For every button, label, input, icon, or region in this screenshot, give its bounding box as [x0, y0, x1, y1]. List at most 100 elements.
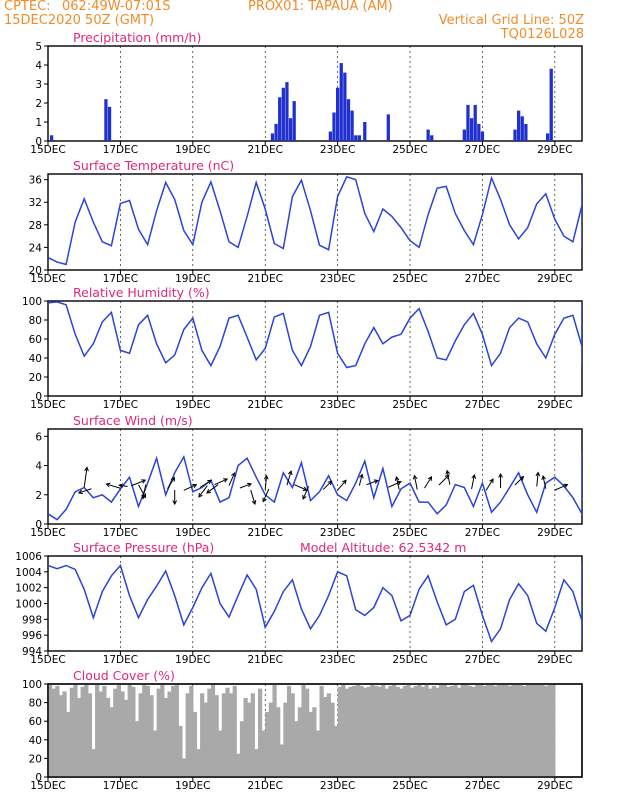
- cloud-bar: [493, 685, 498, 777]
- panel-1: 0 1 2 3 4 5 15DEC 17DEC 19DEC 21DEC 23DEC 25DEC 27DE…: [30, 30, 583, 156]
- precip-bar: [346, 99, 351, 141]
- wind-arrow: [228, 472, 236, 486]
- cloud-bar: [283, 702, 288, 777]
- cloud-bar: [435, 687, 440, 777]
- cloud-bar: [210, 684, 216, 777]
- wind-arrow: [554, 483, 569, 491]
- wind-arrow: [438, 474, 450, 486]
- cloud-bar: [290, 693, 295, 777]
- panel-4: 0 2 4 6 15DEC 17DEC 19DEC 21DEC 23DEC 25DEC 27DEC 2…: [30, 413, 583, 539]
- cloud-bar: [98, 691, 103, 777]
- cloud-bar: [91, 749, 96, 777]
- cloud-bar: [446, 686, 451, 777]
- header-date: 15DEC2020 50Z (GMT): [4, 13, 155, 28]
- x-tick-label: 25DEC: [392, 399, 427, 411]
- wind-arrow: [471, 473, 477, 490]
- cloud-bar: [381, 684, 386, 777]
- wind-arrow: [198, 485, 208, 498]
- cloud-bar: [66, 711, 71, 777]
- y-tick-label: 60: [29, 334, 42, 346]
- x-tick-label: 29DEC: [537, 144, 572, 156]
- cloud-bar: [203, 702, 208, 777]
- cloud-bar: [308, 711, 313, 777]
- cloud-bar: [370, 684, 375, 777]
- cloud-bar: [62, 691, 67, 777]
- x-tick-label: 17DEC: [103, 399, 138, 411]
- y-tick-label: 40: [29, 353, 42, 365]
- precip-bar: [466, 104, 470, 141]
- y-tick-label: 1: [35, 117, 42, 129]
- plot-frame: [47, 555, 583, 652]
- cloud-bar: [178, 725, 183, 777]
- x-tick-label: 17DEC: [103, 273, 138, 285]
- precip-bar: [343, 72, 347, 141]
- wind-arrow: [131, 479, 147, 487]
- panel-title: Precipitation (mm/h): [73, 30, 201, 45]
- wind-arrow: [183, 483, 198, 491]
- cloud-bar: [152, 730, 158, 777]
- wind-arrow: [263, 474, 269, 490]
- cloud-bar: [171, 685, 176, 777]
- x-tick-label: 15DEC: [30, 273, 65, 285]
- series-line: [48, 301, 582, 369]
- wind-arrow: [214, 478, 229, 486]
- y-tick-label: 20: [29, 753, 42, 765]
- x-tick-label: 27DEC: [465, 399, 500, 411]
- wind-arrow: [514, 475, 525, 486]
- cloud-bar: [239, 721, 245, 777]
- wind-arrow: [199, 479, 213, 488]
- y-tick-label: 1004: [15, 567, 42, 579]
- cloud-bar: [113, 688, 118, 777]
- cloud-bar: [453, 684, 458, 777]
- cloud-bar: [102, 685, 107, 777]
- cloud-bar: [116, 684, 122, 777]
- wind-arrow: [262, 488, 270, 503]
- wind-arrow: [445, 469, 451, 485]
- x-tick-label: 19DEC: [175, 273, 210, 285]
- wind-arrow: [358, 473, 364, 486]
- precip-bar: [292, 101, 296, 141]
- cloud-bar: [243, 697, 248, 777]
- x-tick-label: 15DEC: [30, 144, 65, 156]
- cloud-bar: [221, 693, 226, 777]
- x-tick-label: 17DEC: [103, 654, 138, 666]
- x-tick-label: 23DEC: [320, 654, 355, 666]
- x-tick-label: 29DEC: [537, 399, 572, 411]
- cloud-bar: [73, 684, 78, 777]
- cloud-bar: [330, 702, 335, 777]
- wind-arrow: [394, 475, 400, 490]
- x-tick-label: 29DEC: [537, 654, 572, 666]
- panel-title: Surface Wind (m/s): [73, 413, 193, 428]
- cloud-bar: [247, 702, 252, 777]
- cloud-bar: [185, 693, 190, 777]
- cloud-bar: [395, 686, 400, 777]
- x-tick-label: 15DEC: [30, 780, 65, 792]
- cloud-bar: [431, 685, 436, 777]
- y-tick-label: 994: [22, 646, 42, 658]
- cloud-bar: [442, 684, 447, 777]
- x-tick-label: 27DEC: [465, 780, 500, 792]
- cloud-bar: [48, 684, 53, 777]
- wind-arrow: [83, 466, 89, 488]
- precip-bar: [549, 68, 553, 141]
- precip-bar: [386, 114, 390, 141]
- x-tick-label: 23DEC: [320, 780, 355, 792]
- cloud-bar: [286, 685, 292, 777]
- x-tick-label: 19DEC: [175, 527, 210, 539]
- y-tick-label: 28: [29, 220, 42, 232]
- precip-bar: [545, 133, 550, 141]
- plot-frame: [47, 45, 583, 142]
- cloud-bar: [315, 730, 321, 777]
- cloud-bar: [377, 686, 382, 777]
- cloud-bar: [87, 693, 93, 777]
- wind-arrow: [118, 483, 128, 489]
- cloud-bar: [181, 758, 187, 777]
- x-tick-label: 17DEC: [103, 780, 138, 792]
- cloud-bar: [334, 725, 339, 777]
- wind-arrow: [535, 471, 541, 487]
- series-line: [48, 175, 582, 266]
- cloud-bar: [279, 744, 284, 777]
- y-tick-label: 0: [35, 519, 42, 531]
- x-tick-label: 23DEC: [320, 144, 355, 156]
